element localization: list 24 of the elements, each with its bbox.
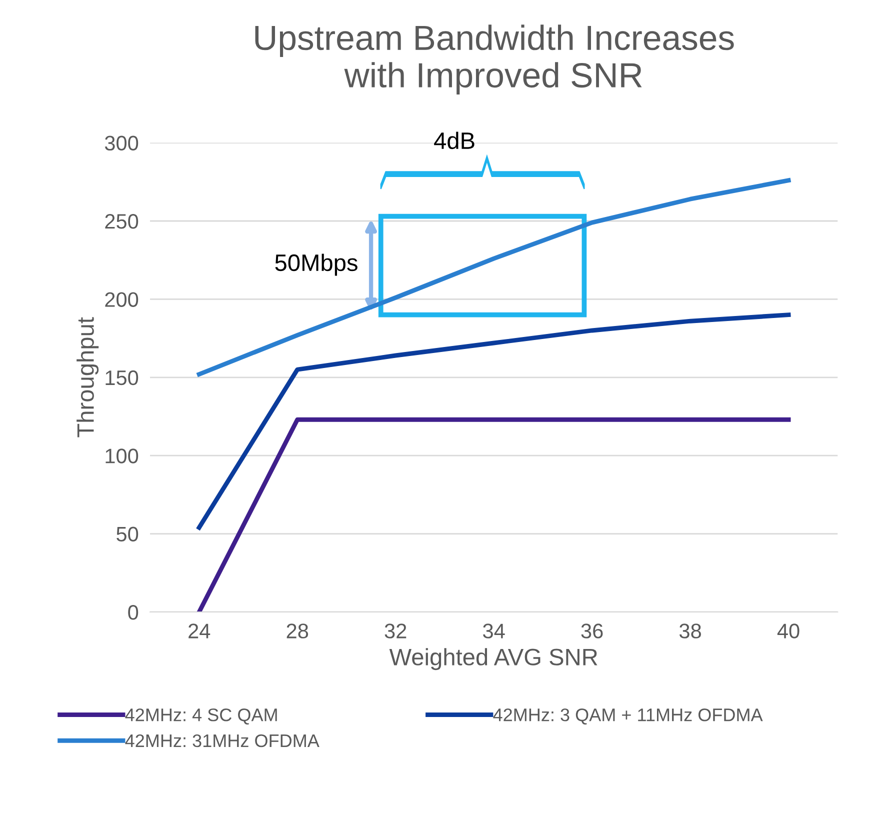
x-tick-label: 36 <box>581 624 603 638</box>
y-tick-label: 250 <box>105 214 138 229</box>
x-tick-label: 24 <box>188 624 210 638</box>
annotation: 50Mbps <box>275 254 358 276</box>
line-series <box>196 312 791 530</box>
y-tick-label: 50 <box>116 526 138 542</box>
y-tick-label: 300 <box>104 136 138 151</box>
legend-label: 42MHz: 31MHz OFDMA <box>125 734 320 748</box>
x-tick-label: 34 <box>483 624 505 638</box>
legend-label: 42MHz: 4 SC QAM <box>125 708 277 725</box>
annotation: 4dB <box>434 132 474 150</box>
line-series <box>196 178 791 376</box>
x-axis-title: Weighted AVG SNR <box>389 648 598 670</box>
x-tick-label: 28 <box>286 624 308 638</box>
x-tick-label: 32 <box>384 624 406 638</box>
legend-label: 42MHz: 3 QAM + 11MHz OFDMA <box>493 708 763 725</box>
y-tick-label: 0 <box>128 605 138 620</box>
y-tick-label: 200 <box>105 292 138 307</box>
y-tick-label: 150 <box>106 370 138 386</box>
y-tick-label: 100 <box>106 448 138 464</box>
chart-title: Upstream Bandwidth Increases with Improved SNR <box>255 24 734 94</box>
x-tick-label: 38 <box>680 624 701 638</box>
y-axis-title: Throughput <box>76 317 99 438</box>
x-tick-label: 40 <box>777 624 800 638</box>
